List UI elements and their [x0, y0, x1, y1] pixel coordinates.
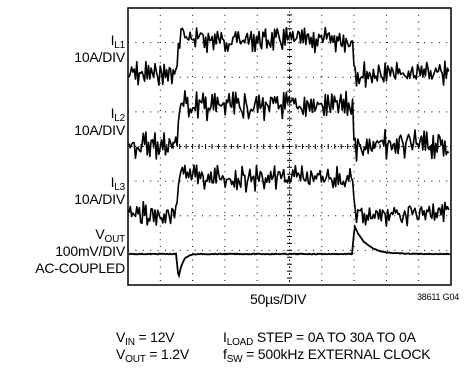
il1-label: IL1 10A/DIV — [74, 32, 125, 65]
time-scale-label: 50µs/DIV — [250, 291, 307, 307]
figure-id: 38611 G04 — [417, 292, 460, 302]
fsw-condition: fSW = 500kHz EXTERNAL CLOCK — [223, 346, 431, 365]
scope-grid — [127, 7, 452, 286]
trace-il3 — [128, 164, 450, 227]
scope-traces — [128, 26, 451, 279]
vout-condition: VOUT = 1.2V — [116, 346, 190, 365]
il2-scale: 10A/DIV — [74, 122, 125, 138]
il1-scale: 10A/DIV — [74, 49, 125, 65]
vout-label: VOUT 100mV/DIV AC-COUPLED — [35, 226, 125, 276]
trace-vout — [128, 223, 451, 279]
vin-condition: VIN = 12V — [116, 329, 175, 348]
iload-condition: ILOAD STEP = 0A TO 30A TO 0A — [223, 329, 416, 348]
trace-il2 — [128, 90, 450, 162]
il3-scale: 10A/DIV — [74, 191, 125, 207]
il2-label: IL2 10A/DIV — [74, 105, 125, 138]
vout-scale: 100mV/DIV — [55, 243, 125, 259]
vout-coupling: AC-COUPLED — [35, 260, 125, 276]
trace-il1 — [128, 26, 450, 88]
il3-label: IL3 10A/DIV — [74, 174, 125, 207]
